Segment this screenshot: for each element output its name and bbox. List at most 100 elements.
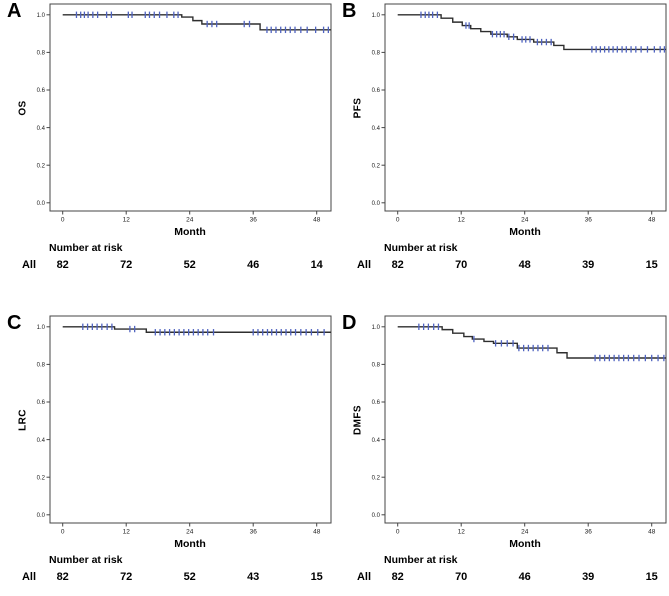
at-risk-count: 82 — [391, 571, 404, 583]
plot-frame — [384, 315, 667, 524]
at-risk-count: 46 — [247, 259, 260, 271]
y-tick-label: 0.6 — [37, 400, 46, 406]
y-tick-label: 1.0 — [372, 325, 381, 331]
x-axis-title: Month — [174, 538, 206, 550]
km-plot-lrc: 0.0 0.2 0.4 0.6 0.8 1.0 0 12 24 36 48 — [37, 315, 332, 536]
x-tick-label: 0 — [61, 529, 65, 536]
panel-letter-A: A — [7, 0, 22, 22]
at-risk-count: 82 — [56, 571, 69, 583]
x-axis-title: Month — [509, 226, 541, 238]
panel-B: B PFS 0.0 0.2 0.4 0.6 0.8 1.0 0 12 24 36 48 Month … — [335, 0, 669, 298]
y-tick-label: 0.6 — [372, 400, 381, 406]
x-tick-label: 0 — [61, 217, 65, 224]
at-risk-count: 15 — [310, 571, 323, 583]
y-tick-label: 0.8 — [37, 51, 46, 57]
km-curve — [62, 14, 331, 31]
y-tick-label: 0.8 — [372, 51, 381, 57]
y-tick-label: 0.2 — [372, 475, 381, 481]
censor-marks — [420, 11, 666, 53]
panel-C: C LRC 0.0 0.2 0.4 0.6 0.8 1.0 0 12 24 36 48 Month … — [0, 298, 334, 596]
x-tick-label: 24 — [521, 217, 529, 224]
y-tick-label: 0.2 — [37, 163, 46, 169]
plot-frame — [384, 3, 667, 212]
x-tick-label: 48 — [648, 529, 656, 536]
risk-group-label: All — [21, 571, 37, 583]
at-risk-count: 43 — [247, 571, 260, 583]
x-tick-label: 12 — [123, 529, 131, 536]
km-plot-pfs: 0.0 0.2 0.4 0.6 0.8 1.0 0 12 24 36 48 — [372, 3, 667, 224]
at-risk-count: 72 — [120, 259, 133, 271]
y-tick-label: 0.4 — [37, 126, 46, 132]
y-tick-label: 0.4 — [372, 438, 381, 444]
km-curve — [397, 14, 666, 51]
y-tick-label: 1.0 — [37, 13, 46, 19]
x-tick-label: 12 — [458, 529, 466, 536]
at-risk-count: 48 — [518, 259, 531, 271]
panel-D: D DMFS 0.0 0.2 0.4 0.6 0.8 1.0 0 12 24 36 48 Month… — [335, 298, 669, 596]
number-at-risk-label: Number at risk — [49, 242, 123, 254]
at-risk-count: 39 — [582, 571, 595, 583]
at-risk-count: 70 — [455, 571, 468, 583]
x-tick-label: 48 — [648, 217, 656, 224]
x-tick-label: 24 — [186, 529, 194, 536]
x-tick-label: 24 — [521, 529, 529, 536]
x-tick-label: 0 — [396, 217, 400, 224]
y-tick-label: 0.0 — [372, 513, 381, 519]
at-risk-count: 82 — [56, 259, 69, 271]
y-tick-label: 0.4 — [37, 438, 46, 444]
x-tick-label: 12 — [123, 217, 131, 224]
risk-group-label: All — [21, 259, 37, 271]
y-tick-label: 1.0 — [37, 325, 46, 331]
x-axis-title: Month — [509, 538, 541, 550]
at-risk-count: 15 — [645, 259, 658, 271]
at-risk-count: 46 — [518, 571, 531, 583]
y-tick-label: 0.6 — [37, 88, 46, 94]
y-tick-label: 1.0 — [372, 13, 381, 19]
y-tick-label: 0.0 — [372, 201, 381, 207]
y-tick-label: 0.0 — [37, 201, 46, 207]
km-curve — [397, 326, 666, 359]
y-tick-label: 0.2 — [372, 163, 381, 169]
number-at-risk-label: Number at risk — [49, 554, 123, 566]
x-axis-title: Month — [174, 226, 206, 238]
number-at-risk-label: Number at risk — [384, 242, 458, 254]
panel-letter-B: B — [342, 0, 357, 22]
panel-letter-D: D — [342, 312, 357, 334]
at-risk-count: 52 — [183, 571, 196, 583]
censor-marks — [75, 11, 329, 34]
x-tick-label: 36 — [250, 217, 258, 224]
x-tick-label: 36 — [585, 217, 593, 224]
y-tick-label: 0.8 — [372, 363, 381, 369]
x-tick-label: 36 — [585, 529, 593, 536]
at-risk-count: 39 — [582, 259, 595, 271]
at-risk-count: 82 — [391, 259, 404, 271]
y-tick-label: 0.4 — [372, 126, 381, 132]
at-risk-count: 14 — [310, 259, 323, 271]
at-risk-count: 52 — [183, 259, 196, 271]
km-plot-dmfs: 0.0 0.2 0.4 0.6 0.8 1.0 0 12 24 36 48 — [372, 315, 667, 536]
at-risk-count: 72 — [120, 571, 133, 583]
censor-marks — [82, 323, 325, 336]
risk-group-label: All — [356, 259, 372, 271]
x-tick-label: 48 — [313, 529, 321, 536]
x-tick-label: 0 — [396, 529, 400, 536]
x-tick-label: 24 — [186, 217, 194, 224]
y-tick-label: 0.0 — [37, 513, 46, 519]
x-tick-label: 12 — [458, 217, 466, 224]
x-tick-label: 48 — [313, 217, 321, 224]
plot-frame — [49, 3, 332, 212]
risk-group-label: All — [356, 571, 372, 583]
km-plot-os: 0.0 0.2 0.4 0.6 0.8 1.0 0 12 24 36 48 — [37, 3, 332, 224]
x-tick-label: 36 — [250, 529, 258, 536]
plot-frame — [49, 315, 332, 524]
panel-letter-C: C — [7, 312, 22, 334]
censor-marks — [418, 323, 665, 362]
at-risk-count: 15 — [645, 571, 658, 583]
y-tick-label: 0.2 — [37, 475, 46, 481]
y-tick-label: 0.6 — [372, 88, 381, 94]
y-tick-label: 0.8 — [37, 363, 46, 369]
number-at-risk-label: Number at risk — [384, 554, 458, 566]
at-risk-count: 70 — [455, 259, 468, 271]
panel-A: A OS 0.0 0.2 0.4 0.6 0.8 1.0 0 12 24 36 48 Month N… — [0, 0, 334, 298]
